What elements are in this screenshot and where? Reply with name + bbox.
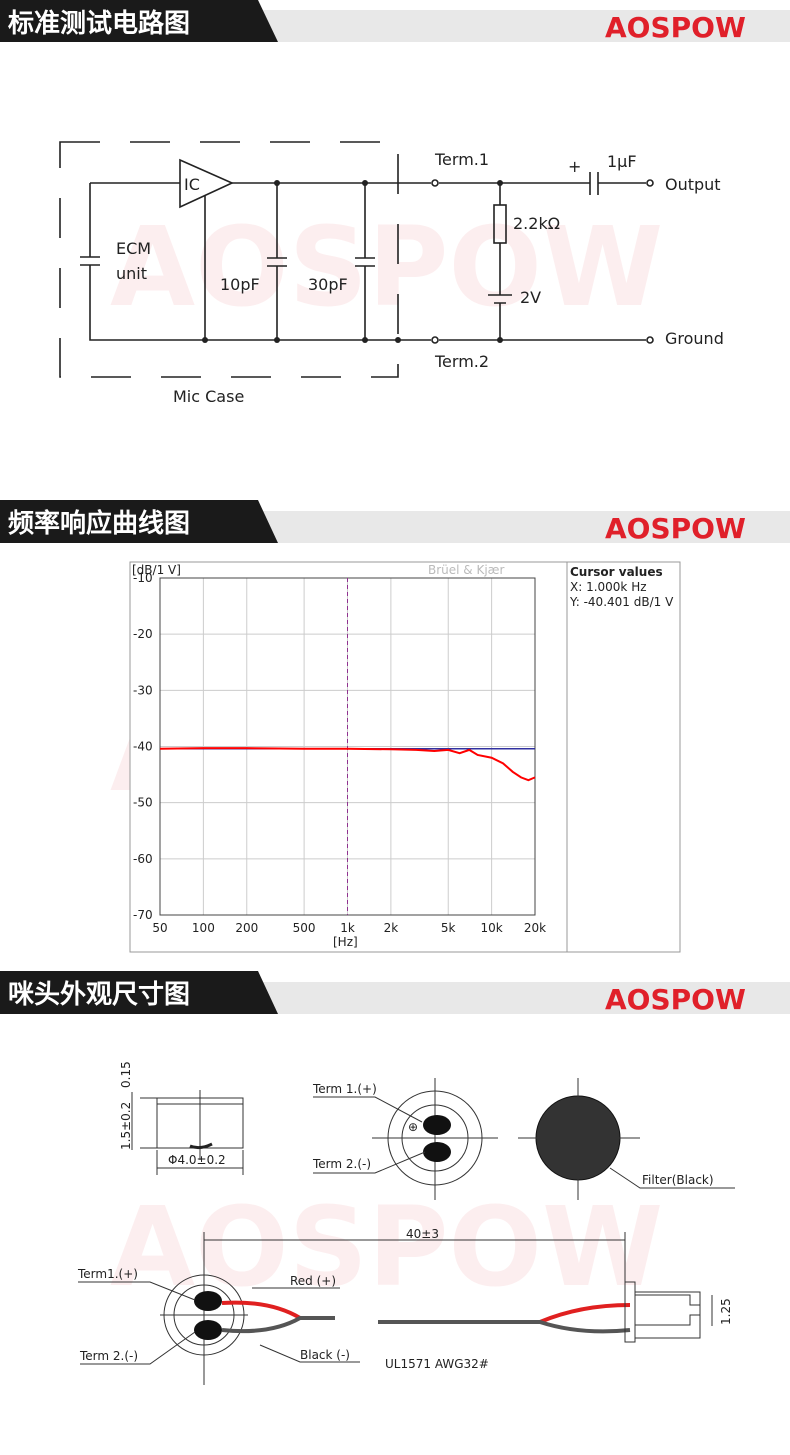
dimension-drawing: 0.15 1.5±0.2 Φ4.0±0.2 ⊕ Term 1.(+) Term … [77,1061,735,1385]
cursor-y: Y: -40.401 dB/1 V [569,595,674,609]
dim-label: 1.25 [719,1298,733,1325]
dim-label: Red (+) [290,1274,336,1288]
y-tick-label: -20 [133,627,153,641]
circuit: Term.1 + 1μF Output IC ECM unit 2.2kΩ 10… [59,141,724,406]
x-axis-label: [Hz] [333,935,358,949]
section-title: 标准测试电路图 [8,8,190,39]
data-line [159,747,536,782]
section-title: 咪头外观尺寸图 [8,980,190,1010]
dim-label: Term 2.(-) [312,1157,371,1171]
dim-label: 40±3 [406,1227,439,1241]
x-tick-label: 1k [340,921,355,935]
x-tick-label: 10k [481,921,503,935]
x-tick-label: 100 [192,921,215,935]
label: Output [665,175,721,194]
header: 标准测试电路图 AOSPOW 频率响应曲线图 AOSPOW 咪头外观尺寸图 AO… [0,0,790,1016]
y-axis-label: [dB/1 V] [132,563,181,577]
label: Term.1 [434,150,489,169]
y-tick-label: -50 [133,796,153,810]
x-tick-label: 5k [441,921,456,935]
cursor-title: Cursor values [570,565,663,579]
label: IC [184,175,200,194]
dim-label: 0.15 [119,1061,133,1088]
x-tick-label: 20k [524,921,546,935]
maker: Brüel & Kjær [428,563,504,577]
label: 30pF [308,275,348,294]
label: unit [116,264,147,283]
y-tick-label: -10 [133,571,153,585]
plus: ⊕ [408,1120,418,1134]
brand: AOSPOW [605,512,746,545]
watermark: AOSPOW [110,1183,663,1311]
dim-label: Φ4.0±0.2 [168,1153,226,1167]
dim-label: Term1.(+) [77,1267,138,1281]
dim-label: Term 1.(+) [312,1082,377,1096]
label: 10pF [220,275,260,294]
label: Term.2 [434,352,489,371]
label: ECM [116,239,151,258]
x-tick-label: 50 [152,921,167,935]
label: 2V [520,288,541,307]
brand: AOSPOW [605,983,746,1016]
label: + [568,157,581,176]
y-tick-label: -70 [133,908,153,922]
dim-label: Filter(Black) [642,1173,714,1187]
cursor-x: X: 1.000k Hz [570,580,647,594]
y-tick-label: -30 [133,683,153,697]
label: 1μF [607,152,637,171]
label: Ground [665,329,724,348]
y-tick-label: -60 [133,852,153,866]
x-tick-label: 2k [384,921,399,935]
x-tick-label: 500 [293,921,316,935]
watermark: AOSPOW [110,203,663,331]
dim-label: Black (-) [300,1348,350,1362]
label: Mic Case [173,387,244,406]
x-tick-label: 200 [235,921,258,935]
dim-label: UL1571 AWG32# [385,1357,489,1371]
section-title: 频率响应曲线图 [8,508,190,539]
y-tick-label: -40 [133,740,153,754]
dim-label: 1.5±0.2 [119,1102,133,1150]
brand: AOSPOW [605,11,746,44]
dim-label: Term 2.(-) [79,1349,138,1363]
label: 2.2kΩ [513,214,560,233]
chart: [dB/1 V] [Hz] Brüel & Kjær Cursor values… [129,561,681,953]
